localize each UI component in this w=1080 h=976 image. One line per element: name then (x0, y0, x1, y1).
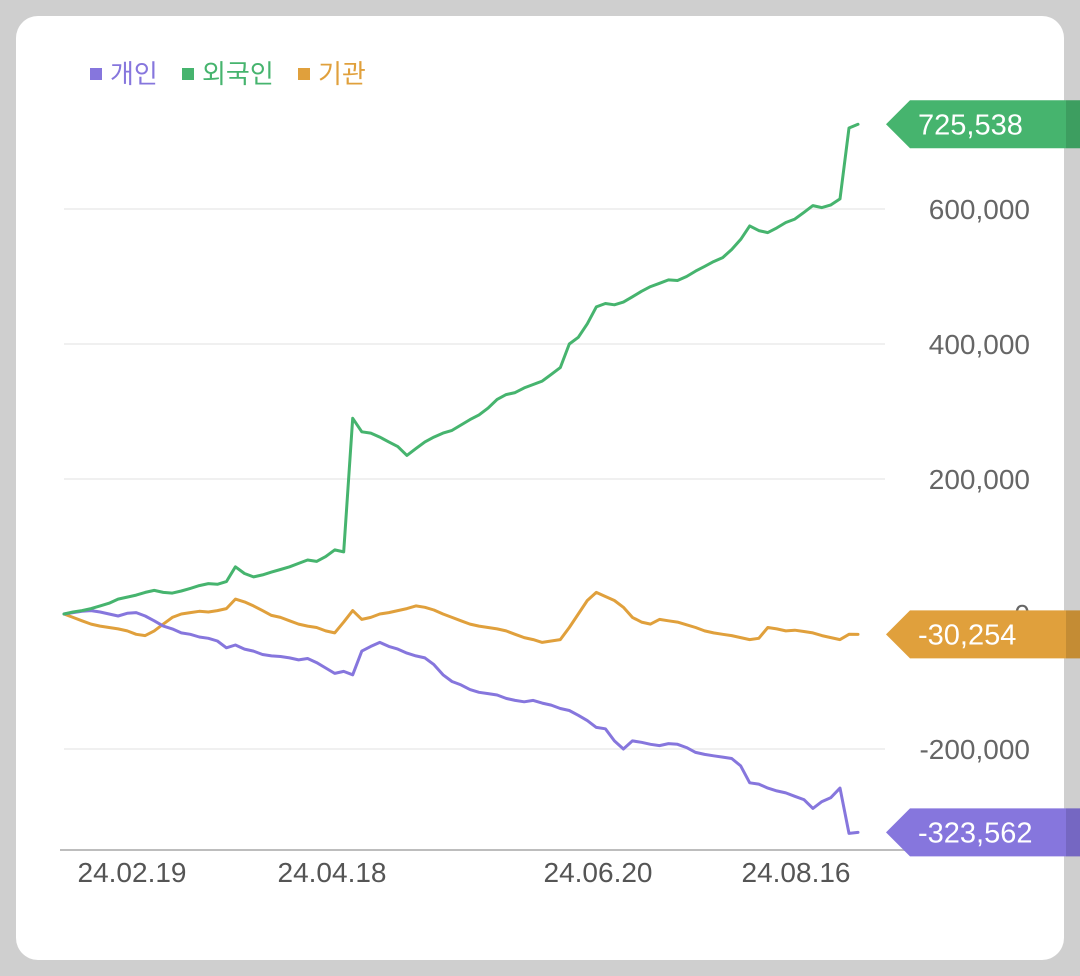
value-tag-label: -30,254 (918, 619, 1016, 651)
legend-item[interactable]: 개인 (90, 60, 158, 90)
y-tick-label: 200,000 (929, 464, 1030, 495)
series-lines (62, 122, 860, 835)
value-tag-label: -323,562 (918, 817, 1033, 849)
y-tick-label: -200,000 (919, 734, 1030, 765)
x-axis-ticks: 24.02.19 24.04.18 24.06.20 24.08.16 (78, 857, 851, 888)
value-tag-background (886, 100, 1080, 149)
series-line-2 (62, 122, 860, 616)
grid-lines (64, 208, 885, 750)
value-tag-label: 725,538 (918, 109, 1023, 141)
chart-card (16, 16, 1064, 960)
series-line-1 (62, 609, 860, 835)
series-line-3 (62, 590, 860, 644)
legend-label: 기관 (318, 60, 366, 90)
x-tick-label: 24.08.16 (742, 857, 851, 888)
value-tag-background (886, 808, 1080, 857)
legend-swatch (182, 68, 194, 80)
value-tag-edge (1066, 610, 1080, 659)
y-tick-label: 400,000 (929, 329, 1030, 360)
x-tick-label: 24.04.18 (278, 857, 387, 888)
legend-label: 외국인 (202, 60, 274, 90)
last-value-tags: -323,562 725,538 -30,254 (886, 100, 1080, 857)
value-tag-edge (1066, 808, 1080, 857)
x-tick-label: 24.06.20 (544, 857, 653, 888)
legend-item[interactable]: 외국인 (182, 60, 274, 90)
legend-swatch (90, 68, 102, 80)
legend[interactable]: 개인 외국인 기관 (90, 60, 366, 90)
value-tag-background (886, 610, 1080, 659)
value-tag: -323,562 (886, 808, 1080, 857)
value-tag: 725,538 (886, 100, 1080, 149)
y-tick-label: 600,000 (929, 194, 1030, 225)
value-tag-edge (1066, 100, 1080, 149)
legend-item[interactable]: 기관 (298, 60, 366, 90)
x-tick-label: 24.02.19 (78, 857, 187, 888)
legend-swatch (298, 68, 310, 80)
value-tag: -30,254 (886, 610, 1080, 659)
legend-label: 개인 (110, 60, 158, 90)
